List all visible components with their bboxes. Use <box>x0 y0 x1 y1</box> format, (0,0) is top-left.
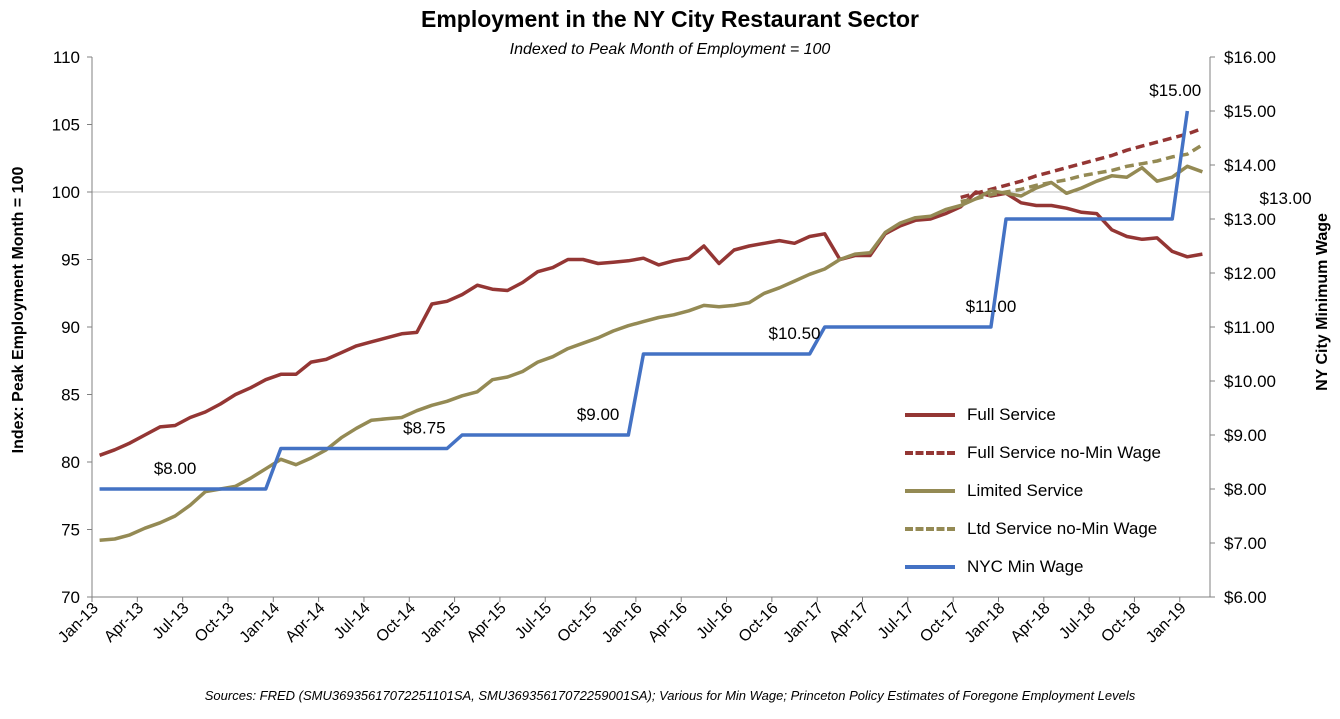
x-tick-label: Jul-13 <box>150 600 193 643</box>
x-tick-label: Jul-16 <box>694 600 737 643</box>
left-tick-label: 80 <box>61 453 80 472</box>
legend-swatch-nyc-min-wage <box>905 565 955 569</box>
x-tick-label: Apr-13 <box>101 600 147 646</box>
right-tick-label: $6.00 <box>1224 588 1267 607</box>
x-tick-label: Apr-15 <box>464 600 510 646</box>
wage-annotation: $13.00 <box>1260 189 1312 208</box>
legend-item-limited-service: Limited Service <box>905 472 1161 510</box>
legend-label-full-service: Full Service <box>967 405 1056 424</box>
legend-item-ltd-service-no-min-wage: Ltd Service no-Min Wage <box>905 510 1161 548</box>
legend-swatch-limited-service <box>905 489 955 493</box>
wage-annotation: $8.00 <box>154 459 197 478</box>
x-tick-label: Oct-14 <box>373 600 419 646</box>
left-tick-label: 75 <box>61 521 80 540</box>
wage-annotation: $10.50 <box>769 324 821 343</box>
x-tick-label: Jul-17 <box>875 600 918 643</box>
series-line-nyc-min-wage <box>99 110 1190 491</box>
x-tick-label: Apr-18 <box>1008 600 1054 646</box>
legend-label-nyc-min-wage: NYC Min Wage <box>967 557 1084 576</box>
legend-item-nyc-min-wage: NYC Min Wage <box>905 548 1161 586</box>
right-tick-label: $15.00 <box>1224 102 1276 121</box>
x-tick-label: Apr-14 <box>282 600 328 646</box>
x-tick-label: Jan-14 <box>237 600 284 647</box>
legend-label-ltd-service-no-min-wage: Ltd Service no-Min Wage <box>967 519 1158 538</box>
left-tick-label: 100 <box>52 183 80 202</box>
x-tick-label: Apr-16 <box>645 600 691 646</box>
chart-source: Sources: FRED (SMU36935617072251101SA, S… <box>204 688 1136 703</box>
wage-annotation: $15.00 <box>1149 81 1201 100</box>
left-tick-label: 70 <box>61 588 80 607</box>
x-tick-label: Oct-13 <box>192 600 238 646</box>
legend-swatch-full-service-no-min-wage <box>905 451 955 455</box>
right-tick-label: $8.00 <box>1224 480 1267 499</box>
chart-title: Employment in the NY City Restaurant Sec… <box>420 6 919 32</box>
right-tick-label: $7.00 <box>1224 534 1267 553</box>
x-tick-label: Oct-17 <box>917 600 963 646</box>
right-tick-label: $9.00 <box>1224 426 1267 445</box>
x-tick-label: Jul-18 <box>1056 600 1099 643</box>
left-tick-label: 85 <box>61 386 80 405</box>
legend-swatch-ltd-service-no-min-wage <box>905 527 955 531</box>
chart-subtitle: Indexed to Peak Month of Employment = 10… <box>509 41 831 58</box>
x-tick-label: Jul-14 <box>331 600 374 643</box>
legend-item-full-service-no-min-wage: Full Service no-Min Wage <box>905 434 1161 472</box>
legend-label-full-service-no-min-wage: Full Service no-Min Wage <box>967 443 1161 462</box>
right-tick-label: $14.00 <box>1224 156 1276 175</box>
x-tick-label: Oct-16 <box>736 600 782 646</box>
left-tick-label: 110 <box>53 48 80 67</box>
chart-legend: Full Service Full Service no-Min Wage Li… <box>905 396 1161 586</box>
right-tick-label: $12.00 <box>1224 264 1276 283</box>
x-tick-label: Jan-18 <box>962 600 1009 647</box>
x-tick-label: Jul-15 <box>512 600 555 643</box>
left-tick-label: 105 <box>52 116 80 135</box>
x-tick-label: Apr-17 <box>826 600 872 646</box>
x-tick-label: Oct-18 <box>1098 600 1144 646</box>
legend-label-limited-service: Limited Service <box>967 481 1084 500</box>
legend-item-full-service: Full Service <box>905 396 1161 434</box>
x-tick-label: Jan-15 <box>418 600 465 647</box>
legend-swatch-full-service <box>905 413 955 417</box>
series-line-full-service <box>99 190 1203 457</box>
right-tick-label: $13.00 <box>1224 210 1276 229</box>
right-tick-label: $16.00 <box>1224 48 1276 67</box>
left-tick-label: 90 <box>61 318 80 337</box>
series-line-limited-service <box>99 164 1203 543</box>
x-tick-label: Jan-17 <box>780 600 827 647</box>
x-tick-label: Oct-15 <box>554 600 600 646</box>
wage-annotation: $9.00 <box>577 405 620 424</box>
right-tick-label: $11.00 <box>1224 318 1275 337</box>
left-tick-label: 95 <box>61 251 80 270</box>
right-tick-label: $10.00 <box>1224 372 1276 391</box>
wage-annotation: $11.00 <box>966 297 1017 316</box>
x-tick-label: Jan-19 <box>1143 600 1190 647</box>
wage-annotation: $8.75 <box>403 419 446 438</box>
x-tick-label: Jan-16 <box>599 600 646 647</box>
